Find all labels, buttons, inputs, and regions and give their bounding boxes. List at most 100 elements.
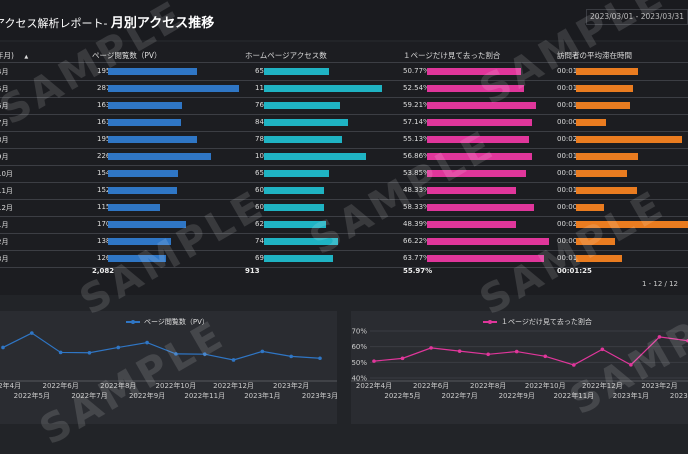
data-point [486, 352, 490, 357]
date-range-picker[interactable]: 2023/03/01 - 2023/03/31 [586, 9, 688, 25]
cell-month: 1月 [0, 221, 9, 229]
x-tick-label: 2022年12月 [213, 381, 254, 390]
avg-time-bar [576, 102, 630, 109]
cell-month: 6月 [0, 102, 9, 110]
homepage-bar [264, 136, 342, 143]
column-header-avg-time[interactable]: 訪問者の平均滞在時間 [557, 51, 632, 60]
x-tick-label: 2023年2月 [273, 381, 309, 390]
table-row[interactable]: 11月 152 60 48.33% 00:01:28 [0, 183, 688, 199]
sort-asc-icon[interactable]: ▲ [24, 54, 29, 60]
pv-legend[interactable]: ページ閲覧数（PV） [126, 317, 209, 327]
cell-single-page: 52.54% [403, 84, 430, 92]
pv-line-chart: 2022年4月2022年5月2022年6月2022年7月2022年8月2022年… [0, 331, 338, 400]
cell-single-page: 57.14% [403, 118, 430, 126]
y-tick-label: 50% [351, 359, 367, 367]
homepage-bar [264, 221, 326, 228]
homepage-bar [264, 255, 333, 262]
x-tick-label: 2022年6月 [413, 381, 449, 390]
y-tick-label: 70% [351, 328, 367, 336]
cell-pv: 195 [97, 67, 111, 75]
x-tick-label: 2022年10月 [156, 381, 197, 390]
column-header-pv[interactable]: ページ閲覧数（PV） [92, 51, 162, 60]
cell-month: 7月 [0, 119, 9, 127]
monthly-table: 年月) ▲ ページ閲覧数（PV） ホームページアクセス数 １ページだけ見て去った… [0, 42, 688, 295]
cell-homepage: 78 [255, 135, 264, 143]
cell-pv: 115 [97, 203, 111, 211]
table-row[interactable]: 5月 287 118 52.54% 00:01:23 [0, 81, 688, 97]
rate-legend[interactable]: １ページだけ見て去った割合 [483, 317, 592, 327]
cell-avg-time: 00:01:18 [557, 101, 589, 109]
cell-homepage: 60 [255, 203, 264, 211]
cell-homepage: 60 [255, 186, 264, 194]
cell-single-page: 59.21% [403, 101, 430, 109]
data-point [543, 354, 548, 359]
data-point [145, 340, 149, 345]
total-single-page: 55.97% [403, 267, 433, 275]
data-point [600, 347, 605, 352]
x-tick-label: 2022年5月 [384, 391, 420, 400]
avg-time-bar [576, 170, 627, 177]
cell-avg-time: 00:01:06 [557, 254, 589, 262]
column-header-single-page[interactable]: １ページだけ見て去った割合 [403, 51, 501, 60]
data-point [572, 363, 576, 367]
single-page-bar [427, 102, 536, 109]
rate-chart-panel: １ページだけ見て去った割合 40% 50% 60% 70% 2022年4月 2022年5月… [351, 311, 688, 424]
table-row[interactable]: 3月 126 69 63.77% 00:01:06 [0, 251, 688, 267]
table-row[interactable]: 12月 115 60 58.33% 00:00:41 [0, 200, 688, 216]
x-tick-label: 2022年6月 [42, 381, 78, 390]
avg-time-bar [576, 153, 638, 160]
homepage-bar [264, 102, 340, 109]
avg-time-bar [576, 204, 604, 211]
cell-avg-time: 00:01:23 [557, 84, 589, 92]
x-tick-label: 2022年7月 [71, 391, 107, 400]
cell-avg-time: 00:02:42 [557, 220, 589, 228]
table-row[interactable]: 1月 170 62 48.39% 00:02:42 [0, 217, 688, 233]
total-avg-time: 00:01:25 [557, 267, 592, 275]
x-tick-label: 2023年3月 [302, 391, 337, 400]
homepage-bar [264, 238, 338, 245]
cell-homepage: 84 [255, 118, 264, 126]
cell-pv: 195 [97, 135, 111, 143]
table-row[interactable]: 6月 163 76 59.21% 00:01:18 [0, 98, 688, 114]
table-row[interactable]: 8月 195 78 55.13% 00:02:34 [0, 132, 688, 148]
pv-bar [108, 255, 166, 262]
table-row[interactable]: 10月 154 65 53.85% 00:01:14 [0, 166, 688, 182]
cell-single-page: 48.33% [403, 186, 430, 194]
x-tick-label: 2022年4月 [0, 381, 21, 390]
cell-month: 11月 [0, 187, 13, 195]
column-header-period[interactable]: 年月) ▲ [0, 51, 29, 60]
cell-homepage: 65 [255, 169, 264, 177]
single-page-bar [427, 204, 534, 211]
cell-single-page: 56.86% [403, 152, 430, 160]
data-point [30, 331, 34, 335]
cell-single-page: 48.39% [403, 220, 430, 228]
cell-month: 12月 [0, 204, 13, 212]
cell-avg-time: 00:01:14 [557, 169, 589, 177]
pagination[interactable]: 1 - 12 / 12 [641, 280, 678, 288]
table-row[interactable]: 9月 226 102 56.86% 00:01:29 [0, 149, 688, 165]
avg-time-bar [576, 255, 622, 262]
column-header-homepage[interactable]: ホームページアクセス数 [245, 51, 327, 60]
table-row[interactable]: 4月 195 65 50.77% 00:01:30 [0, 64, 688, 80]
x-tick-label: 2023年1月 [613, 391, 649, 400]
homepage-bar [264, 153, 366, 160]
cell-avg-time: 00:00:56 [557, 237, 589, 245]
x-tick-label: 2023年2月 [641, 381, 677, 390]
homepage-bar [264, 85, 382, 92]
pv-bar [108, 102, 182, 109]
table-row[interactable]: 2月 138 74 66.22% 00:00:56 [0, 234, 688, 250]
avg-time-bar [576, 68, 638, 75]
pv-bar [108, 119, 181, 126]
cell-pv: 226 [97, 152, 111, 160]
homepage-bar [264, 170, 329, 177]
y-tick-label: 40% [351, 375, 367, 383]
x-tick-label: 2022年8月 [470, 381, 506, 390]
cell-pv: 163 [97, 101, 111, 109]
table-row[interactable]: 7月 161 84 57.14% 00:00:43 [0, 115, 688, 131]
avg-time-bar [576, 136, 682, 143]
cell-pv: 126 [97, 254, 111, 262]
single-page-bar [427, 221, 516, 228]
avg-time-bar [576, 119, 606, 126]
pv-bar [108, 136, 197, 143]
avg-time-bar [576, 187, 637, 194]
